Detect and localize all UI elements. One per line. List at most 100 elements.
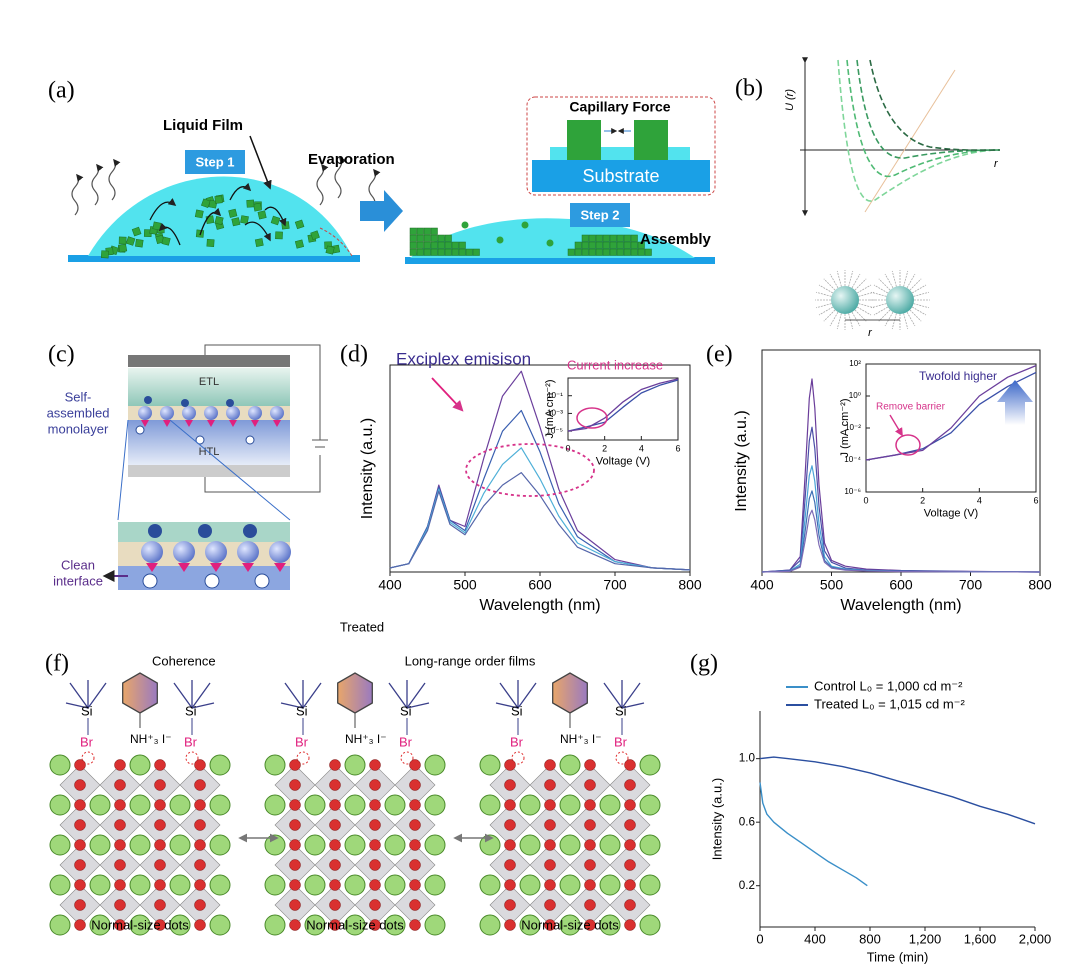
flow-arrow [149,198,177,221]
particle [461,221,469,229]
particle [630,234,638,242]
cation [599,874,621,896]
cation [209,834,231,856]
y-axis-label: Intensity (a.u.) [733,410,750,511]
particle [161,236,171,246]
particle [630,248,638,256]
particle [208,199,218,209]
cation [89,914,111,936]
ligand [848,270,854,287]
ligand [906,273,916,289]
halide [409,879,421,891]
sam-label: assembled [47,405,110,420]
vapor-arrow [108,158,121,201]
particle [231,217,241,227]
particle [644,248,652,256]
cation [424,794,446,816]
vacancy [185,751,199,765]
anchor [185,420,193,427]
particle [616,241,624,249]
substrate [68,255,360,262]
halide [74,759,86,771]
particle [430,227,438,235]
halide [114,819,126,831]
halide [504,759,516,771]
halide [369,759,381,771]
anchor [273,420,281,427]
anchor [141,420,149,427]
halide [154,819,166,831]
x-tick-label: 6 [1033,495,1038,505]
bond [65,702,89,709]
ligand [851,311,861,327]
cation [639,794,661,816]
ligand [903,313,909,330]
x-tick-label: 800 [859,931,881,946]
halide [584,779,596,791]
flow-arrow [229,182,252,201]
halide [584,859,596,871]
assembly-label: Assembly [640,231,712,248]
annotation: Remove barrier [876,402,946,413]
ligand [891,270,897,287]
ligand [870,303,887,309]
particle [602,248,610,256]
bond [280,702,304,709]
liquid-film [88,176,352,256]
molecule [248,406,262,420]
data-line [759,782,868,887]
halide [409,759,421,771]
halide [329,799,341,811]
ligand [848,313,854,330]
halide [329,819,341,831]
molecule [237,541,259,563]
particle [616,234,624,242]
cation [209,874,231,896]
potential-curve [846,59,1001,178]
clean-interface-label: Clean [61,557,95,572]
cation [384,874,406,896]
cation [519,874,541,896]
x-tick-label: 4 [639,443,644,453]
substrate [405,257,715,264]
highlight [576,407,608,429]
charge [148,524,162,538]
particle [546,239,554,247]
y-tick-label: 0.6 [739,815,755,828]
trend-arrow [997,380,1033,425]
halide [194,839,206,851]
molecule [173,541,195,563]
cation [89,794,111,816]
bond [191,702,215,709]
halide [369,779,381,791]
cation [129,794,151,816]
particle [125,236,136,246]
cation [129,834,151,856]
halide [289,839,301,851]
particle [281,221,290,230]
bond [495,702,519,709]
x-tick-label: 600 [528,577,552,593]
ligand [906,311,916,327]
panel-label: (g) [690,651,718,677]
molecule [141,541,163,563]
cation [344,834,366,856]
ligand [818,284,834,294]
y-tick-label: 10⁻⁴ [844,455,861,464]
ligand [873,306,889,316]
cation [424,834,446,856]
circuit [204,344,328,493]
particle [831,286,859,314]
halide [504,899,516,911]
cation [424,874,446,896]
halide [584,839,596,851]
halide [369,819,381,831]
halide [289,879,301,891]
annotation-arrow [889,414,903,437]
particle [423,227,431,235]
cation [209,794,231,816]
vacancy [81,751,95,765]
bond [406,682,426,709]
particle [430,241,438,249]
anchor [178,563,190,572]
